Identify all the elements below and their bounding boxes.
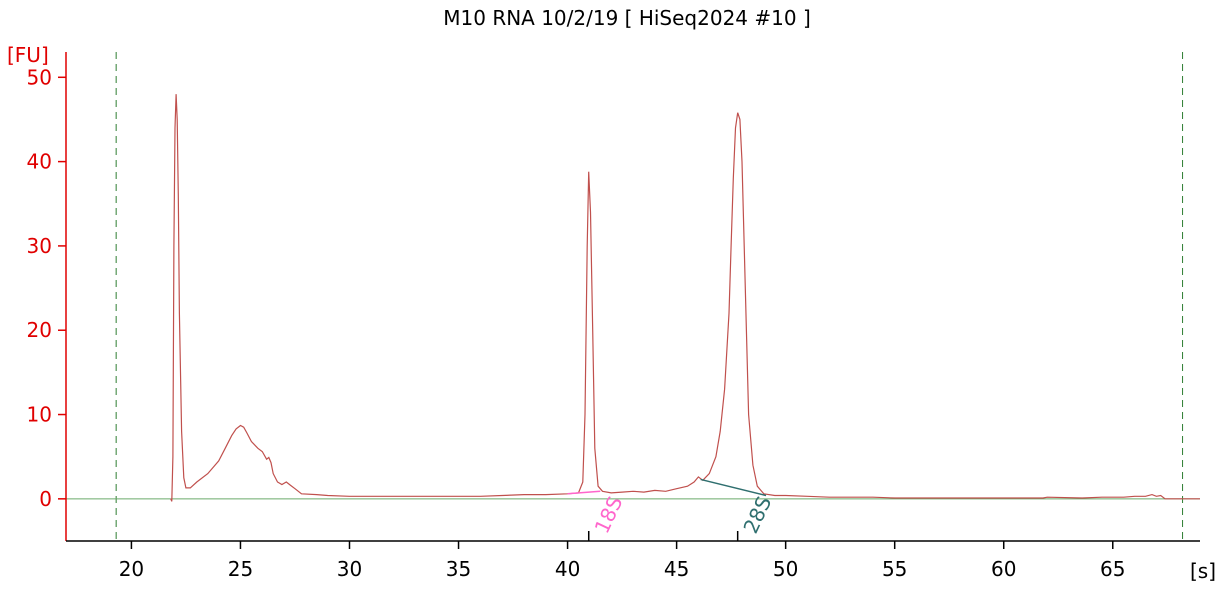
y-tick-label: 0 bbox=[39, 487, 52, 511]
x-tick-label: 60 bbox=[991, 557, 1016, 581]
y-tick-label: 30 bbox=[27, 234, 52, 258]
fluorescence-trace bbox=[170, 94, 1200, 502]
y-axis-label: [FU] bbox=[7, 43, 49, 67]
x-tick-label: 55 bbox=[882, 557, 907, 581]
trace-layer bbox=[170, 94, 1200, 502]
x-tick-label: 45 bbox=[664, 557, 689, 581]
y-tick-label: 40 bbox=[27, 150, 52, 174]
chart-title: M10 RNA 10/2/19 [ HiSeq2024 #10 ] bbox=[443, 6, 811, 30]
y-tick-label: 20 bbox=[27, 318, 52, 342]
x-tick-label: 30 bbox=[337, 557, 362, 581]
y-tick-label: 50 bbox=[27, 65, 52, 89]
x-tick-label: 25 bbox=[228, 557, 253, 581]
x-tick-label: 35 bbox=[446, 557, 471, 581]
x-tick-label: 40 bbox=[555, 557, 580, 581]
y-tick-label: 10 bbox=[27, 403, 52, 427]
x-tick-label: 65 bbox=[1100, 557, 1125, 581]
marker-lines bbox=[115, 52, 1184, 541]
peak-baseline-28S bbox=[700, 478, 767, 497]
peak-annotations: 18S 28S bbox=[567, 478, 776, 541]
x-tick-label: 50 bbox=[773, 557, 798, 581]
peak-baseline-18S bbox=[567, 490, 601, 495]
x-tick-label: 20 bbox=[119, 557, 144, 581]
axes: 0 10 20 30 40 50 20 25 30 35 40 45 50 55 60 65 bbox=[27, 52, 1200, 581]
x-axis-label: [s] bbox=[1190, 559, 1216, 583]
